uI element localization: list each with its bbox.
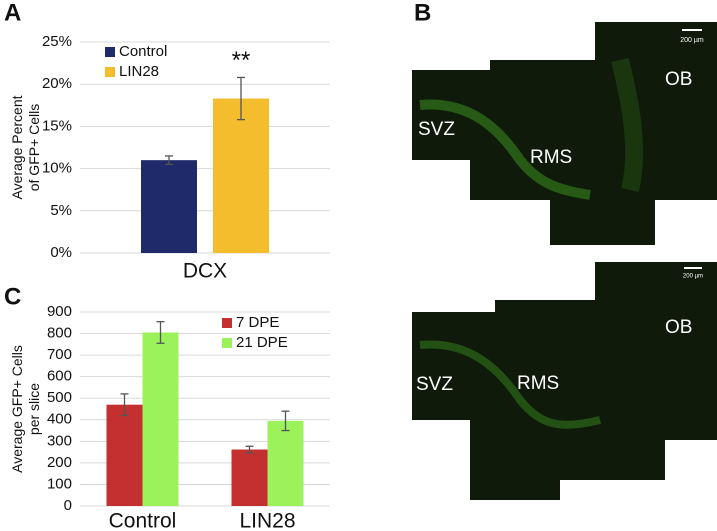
error-bar bbox=[281, 410, 290, 432]
legend-swatch bbox=[105, 47, 115, 57]
error-bar bbox=[120, 393, 129, 417]
legend-swatch bbox=[222, 318, 232, 328]
y-label-line: per slice bbox=[26, 383, 42, 435]
y-tick-label: 900 bbox=[47, 303, 72, 320]
error-bar bbox=[156, 321, 165, 344]
region-label: OB bbox=[665, 69, 692, 90]
legend-label: LIN28 bbox=[119, 63, 159, 80]
y-tick-label: 100 bbox=[47, 475, 72, 492]
y-tick-label: 600 bbox=[47, 368, 72, 385]
error-bar bbox=[245, 445, 254, 454]
y-label-line: Average GFP+ Cells bbox=[9, 345, 25, 473]
y-tick-label: 20% bbox=[42, 75, 72, 92]
cell-streak bbox=[611, 57, 644, 193]
x-tick-label: LIN28 bbox=[239, 510, 295, 531]
scale-label: 200 µm bbox=[683, 274, 703, 280]
error-bar bbox=[237, 76, 245, 121]
bar bbox=[106, 404, 143, 506]
y-tick-label: 700 bbox=[47, 346, 72, 363]
tissue-image bbox=[412, 22, 717, 245]
x-tick-label: Control bbox=[109, 510, 177, 531]
bar bbox=[231, 449, 268, 506]
cell-streak bbox=[419, 340, 601, 429]
bar bbox=[267, 420, 304, 506]
bar bbox=[142, 332, 179, 506]
bar bbox=[141, 160, 197, 253]
panel-label: C bbox=[4, 283, 21, 310]
legend-label: 7 DPE bbox=[236, 314, 279, 331]
region-label: RMS bbox=[517, 373, 559, 394]
panel-label: B bbox=[414, 0, 431, 26]
y-tick-label: 0% bbox=[50, 244, 72, 261]
y-tick-label: 500 bbox=[47, 389, 72, 406]
y-tick-label: 15% bbox=[42, 117, 72, 134]
y-tick-label: 5% bbox=[50, 202, 72, 219]
legend-swatch bbox=[105, 67, 115, 77]
region-label: RMS bbox=[530, 147, 572, 168]
y-label-line: Average Percent bbox=[9, 95, 25, 199]
legend-label: Control bbox=[119, 43, 167, 60]
significance: ** bbox=[232, 47, 251, 74]
y-tick-label: 300 bbox=[47, 432, 72, 449]
region-label: OB bbox=[665, 317, 692, 338]
y-axis-label: Average GFP+ Cellsper slice bbox=[9, 345, 42, 473]
y-tick-label: 400 bbox=[47, 411, 72, 428]
error-bar bbox=[165, 155, 173, 166]
tissue-image bbox=[412, 262, 717, 500]
image-title: LIN28 bbox=[490, 259, 541, 280]
y-label-line: of GFP+ Cells bbox=[26, 104, 42, 192]
cell-streak bbox=[419, 99, 591, 200]
scale-label: 200 µm bbox=[680, 37, 704, 44]
y-tick-label: 25% bbox=[42, 33, 72, 50]
panel-label: A bbox=[4, 0, 21, 26]
region-label: SVZ bbox=[418, 119, 455, 140]
bar bbox=[213, 98, 269, 253]
region-label: SVZ bbox=[416, 374, 453, 395]
y-axis-label: Average Percentof GFP+ Cells bbox=[9, 95, 42, 199]
image-title: Control bbox=[490, 24, 551, 45]
y-tick-label: 800 bbox=[47, 325, 72, 342]
y-tick-label: 0 bbox=[64, 497, 72, 514]
legend-swatch bbox=[222, 338, 232, 348]
x-tick-label: DCX bbox=[183, 260, 227, 283]
legend-label: 21 DPE bbox=[236, 334, 288, 351]
y-tick-label: 10% bbox=[42, 160, 72, 177]
y-tick-label: 200 bbox=[47, 454, 72, 471]
micrograph: Control SVZ RMS OB 200 µm LIN28 SVZ RMS … bbox=[412, 22, 717, 500]
